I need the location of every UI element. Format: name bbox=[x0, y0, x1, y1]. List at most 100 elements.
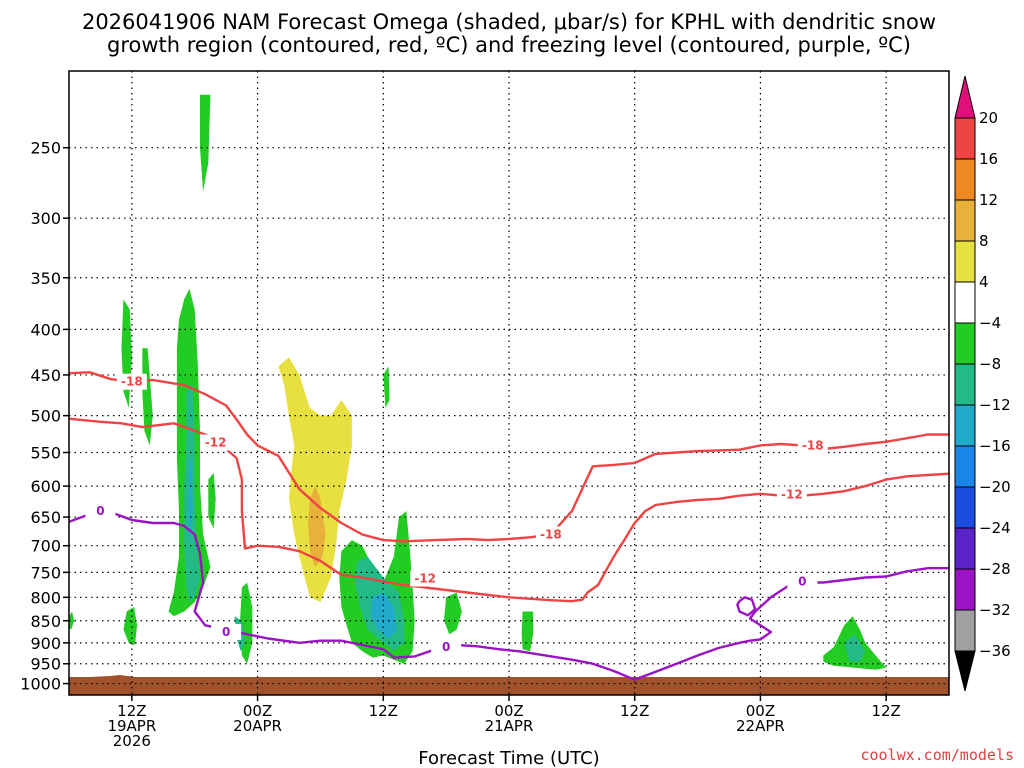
colorbar-swatch-2 bbox=[954, 199, 976, 242]
contour-label-2-0: 0 bbox=[96, 504, 104, 518]
colorbar-top-arrow bbox=[954, 75, 976, 119]
omega-region-23 bbox=[521, 611, 534, 652]
omega-region-11 bbox=[307, 486, 326, 568]
x-tick-label-6-1: 19APR bbox=[107, 717, 156, 735]
colorbar-swatch-3 bbox=[954, 240, 976, 283]
y-tick-label-600: 600 bbox=[30, 477, 61, 496]
x-tick-label-18-0: 00Z bbox=[243, 702, 272, 720]
y-tick-label-350: 350 bbox=[30, 269, 61, 288]
colorbar-swatch-0 bbox=[954, 117, 976, 160]
colorbar-label-8: −16 bbox=[979, 437, 1011, 455]
y-tick-label-300: 300 bbox=[30, 209, 61, 228]
omega-region-14 bbox=[142, 348, 153, 446]
colorbar-label-3: 8 bbox=[979, 232, 989, 250]
omega-region-8 bbox=[354, 194, 368, 255]
chart-title-line1: 2026041906 NAM Forecast Omega (shaded, μ… bbox=[82, 10, 936, 34]
colorbar-swatch-8 bbox=[954, 445, 976, 488]
y-axis: 250 300 350 400 450 500 550 600 650 700 750 800 850 9… bbox=[20, 139, 69, 694]
contour-label-0-1: -18 bbox=[540, 527, 562, 541]
omega-region-2 bbox=[119, 479, 124, 512]
y-tick-label-700: 700 bbox=[30, 537, 61, 556]
omega-region-7 bbox=[325, 218, 344, 267]
contour-label-bg bbox=[776, 486, 807, 503]
colorbar-bottom-arrow bbox=[954, 650, 976, 692]
omega-region-21 bbox=[383, 366, 390, 408]
colorbar-label-10: −24 bbox=[979, 519, 1011, 537]
x-tick-label-78-0: 12Z bbox=[871, 702, 900, 720]
contour-label-bg bbox=[787, 573, 818, 590]
contour-label-1-2: -12 bbox=[781, 487, 803, 501]
omega-region-1 bbox=[69, 540, 80, 562]
y-tick-label-250: 250 bbox=[30, 139, 61, 158]
contour-label-0-0: -18 bbox=[121, 375, 143, 389]
x-tick-label-6-0: 12Z bbox=[117, 702, 146, 720]
contour-label-bg bbox=[211, 623, 242, 640]
contour-label-bg bbox=[410, 570, 441, 587]
colorbar-swatch-6 bbox=[954, 363, 976, 406]
y-tick-label-400: 400 bbox=[30, 320, 61, 339]
omega-region-4 bbox=[189, 629, 216, 672]
colorbar-label-12: −32 bbox=[979, 601, 1011, 619]
colorbar-label-4: 4 bbox=[979, 273, 989, 291]
x-tick-label-42-0: 00Z bbox=[494, 702, 523, 720]
colorbar-swatch-7 bbox=[954, 404, 976, 447]
colorbar-swatch-10 bbox=[954, 527, 976, 570]
omega-region-19 bbox=[69, 611, 75, 630]
grid bbox=[69, 71, 949, 695]
contour-label-bg bbox=[200, 434, 231, 451]
colorbar-label-1: 16 bbox=[979, 150, 998, 168]
omega-region-30 bbox=[188, 459, 193, 546]
omega-region-16 bbox=[208, 473, 216, 529]
omega-region-13 bbox=[121, 299, 132, 408]
y-tick-label-850: 850 bbox=[30, 612, 61, 631]
y-tick-label-650: 650 bbox=[30, 508, 61, 527]
colorbar-swatch-1 bbox=[954, 158, 976, 201]
x-tick-label-66-1: 22APR bbox=[736, 717, 785, 735]
contour-label-1-1: -12 bbox=[414, 572, 436, 586]
colorbar: 20 16 12 8 4 −4 −8 −12 −16 −20 −24 −28 −32 −36 bbox=[954, 75, 1011, 692]
y-tick-label-950: 950 bbox=[30, 655, 61, 674]
omega-region-22 bbox=[444, 592, 462, 635]
y-tick-label-550: 550 bbox=[30, 443, 61, 462]
contour-label-bg bbox=[535, 526, 566, 543]
colorbar-label-0: 20 bbox=[979, 109, 998, 127]
y-tick-label-1000: 1000 bbox=[20, 675, 61, 694]
contour-label-bg bbox=[85, 503, 116, 520]
contour-label-bg bbox=[116, 373, 147, 390]
y-tick-label-750: 750 bbox=[30, 563, 61, 582]
contour-line-2 bbox=[68, 511, 949, 681]
credit-text: coolwx.com/models bbox=[860, 746, 1014, 764]
x-axis-title: Forecast Time (UTC) bbox=[418, 748, 599, 768]
colorbar-label-13: −36 bbox=[979, 642, 1011, 660]
colorbar-label-2: 12 bbox=[979, 191, 998, 209]
colorbar-swatch-12 bbox=[954, 609, 976, 652]
contour-label-bg bbox=[431, 639, 462, 656]
colorbar-swatch-5 bbox=[954, 322, 976, 365]
colorbar-swatch-4 bbox=[954, 281, 976, 324]
contour-label-1-0: -12 bbox=[205, 436, 227, 450]
contour-label-0-2: -18 bbox=[802, 438, 824, 452]
colorbar-label-6: −8 bbox=[979, 355, 1001, 373]
x-tick-label-6-2: 2026 bbox=[113, 732, 151, 750]
colorbar-label-5: −4 bbox=[979, 314, 1001, 332]
y-tick-label-900: 900 bbox=[30, 634, 61, 653]
temperature-contours: -18 -18 -18 -12 -12 -12 0 0 0 0 bbox=[68, 371, 950, 681]
x-tick-label-66-0: 00Z bbox=[746, 702, 775, 720]
x-tick-label-42-1: 21APR bbox=[485, 717, 534, 735]
contour-label-2-2: 0 bbox=[442, 640, 450, 654]
x-tick-label-54-0: 12Z bbox=[620, 702, 649, 720]
x-tick-label-18-1: 20APR bbox=[233, 717, 282, 735]
colorbar-swatch-9 bbox=[954, 486, 976, 529]
omega-region-18 bbox=[123, 606, 138, 645]
omega-shading bbox=[69, 94, 887, 672]
omega-region-5 bbox=[247, 299, 263, 371]
chart-title-line2: growth region (contoured, red, ºC) and f… bbox=[107, 33, 911, 57]
contour-label-bg bbox=[797, 437, 828, 454]
contour-line-3 bbox=[736, 596, 757, 617]
contour-label-2-3: 0 bbox=[798, 575, 806, 589]
ground-surface-top bbox=[69, 675, 949, 695]
colorbar-label-9: −20 bbox=[979, 478, 1011, 496]
contour-label-2-1: 0 bbox=[222, 625, 230, 639]
